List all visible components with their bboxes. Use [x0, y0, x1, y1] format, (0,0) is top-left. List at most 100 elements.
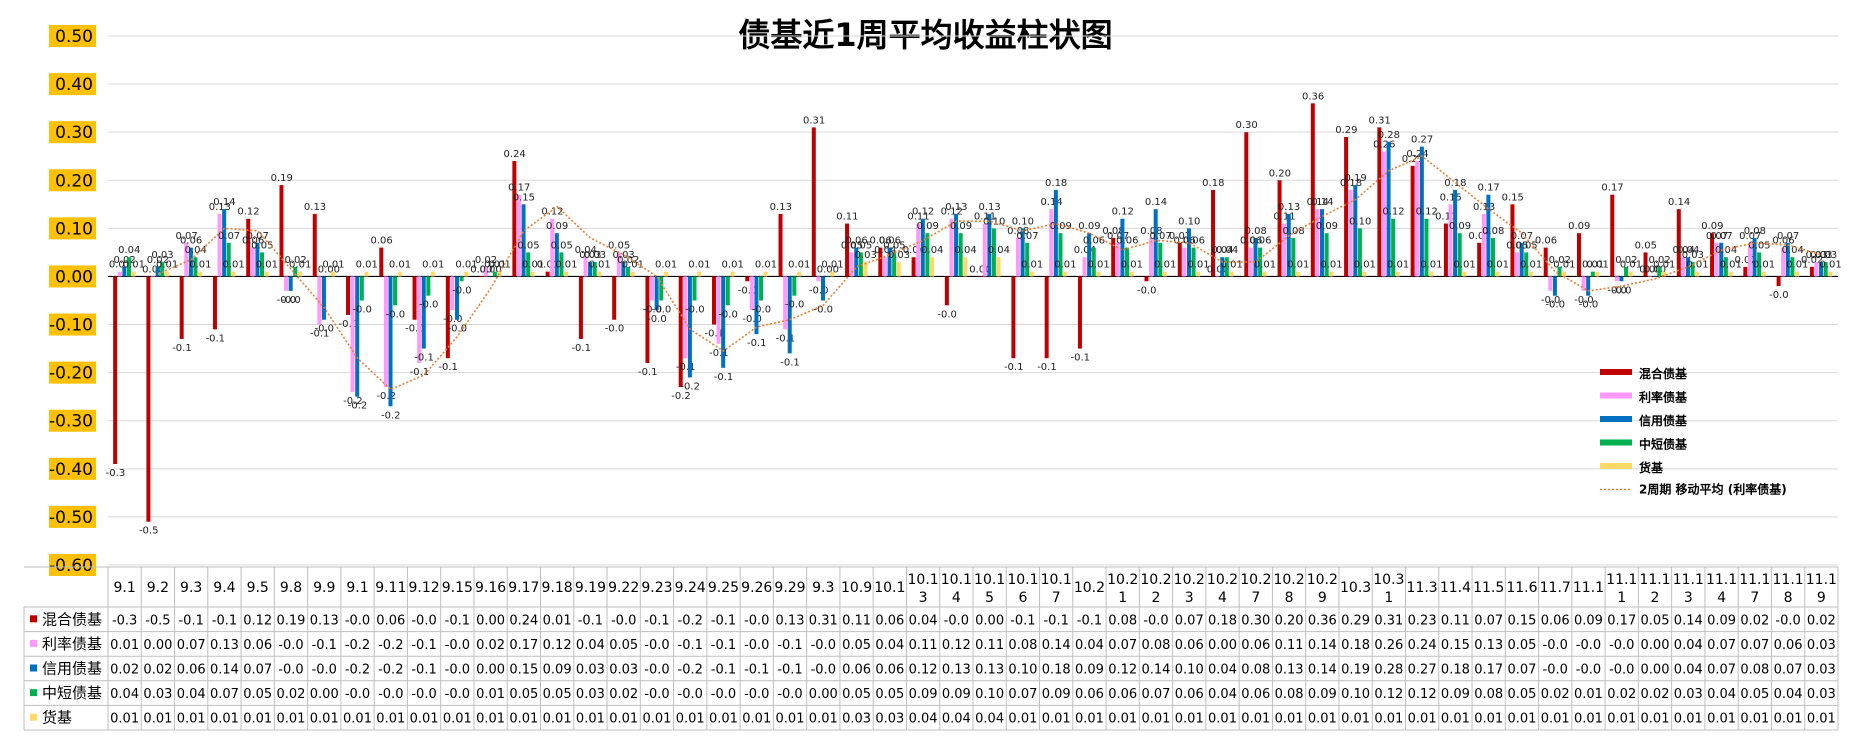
- bar: [1362, 271, 1367, 277]
- table-cell: 0.01: [110, 638, 139, 653]
- data-label: 0.01: [322, 260, 344, 271]
- table-cell: 0.03: [1674, 687, 1703, 702]
- data-label: 0.01: [1187, 260, 1209, 271]
- bar: [459, 276, 464, 282]
- bar: [987, 213, 992, 277]
- table-category: 2: [1651, 590, 1660, 606]
- table-cell: 0.09: [909, 687, 938, 702]
- data-label: 0.02: [147, 255, 169, 266]
- bar: [545, 271, 550, 277]
- data-label: 0.08: [1283, 226, 1305, 237]
- bar: [1125, 247, 1130, 277]
- table-cell: 0.24: [1408, 638, 1437, 653]
- table-cell: -0.0: [744, 687, 769, 702]
- data-label: 0.05: [850, 240, 872, 251]
- ytick-label: -0.10: [49, 316, 93, 336]
- table-cell: 0.03: [1807, 663, 1836, 678]
- data-label: 0.01: [1582, 260, 1604, 271]
- data-label: 0.05: [841, 240, 863, 251]
- data-label: 0.11: [907, 212, 929, 223]
- data-label: 0.09: [1568, 221, 1590, 232]
- data-label: -0.1: [310, 329, 330, 340]
- data-label: -0.1: [709, 348, 729, 359]
- table-cell: 0.27: [1408, 663, 1437, 678]
- table-cell: 0.06: [1075, 687, 1104, 702]
- bar: [122, 266, 127, 277]
- data-label: 0.13: [1473, 202, 1495, 213]
- data-label: -0.0: [352, 305, 372, 316]
- bar: [1295, 271, 1300, 277]
- data-label: 0.06: [1083, 236, 1105, 247]
- bar: [1595, 271, 1600, 277]
- table-cell: 0.03: [1807, 638, 1836, 653]
- bar: [1011, 276, 1016, 359]
- table-cell: -0.1: [744, 663, 769, 678]
- bar: [1457, 233, 1462, 277]
- table-legend-key: [30, 639, 37, 647]
- table-cell: 0.01: [1108, 712, 1137, 727]
- table-cell: -0.0: [1543, 638, 1568, 653]
- bar: [1111, 237, 1116, 277]
- table-category: 10.2: [1107, 572, 1138, 588]
- bar: [687, 276, 692, 378]
- bar: [963, 257, 968, 277]
- data-label: 0.00: [318, 264, 340, 275]
- table-row-label: 中短债基: [42, 684, 102, 702]
- table-cell: 0.01: [476, 712, 505, 727]
- table-category: 8: [1784, 590, 1793, 606]
- data-label: 0.10: [1012, 216, 1034, 227]
- table-cell: -0.2: [378, 663, 403, 678]
- data-label: 0.01: [1287, 260, 1309, 271]
- table-cell: 0.18: [1042, 663, 1071, 678]
- data-label: 0.01: [109, 260, 131, 271]
- table-cell: 0.01: [1474, 712, 1503, 727]
- bar: [1515, 252, 1520, 277]
- data-label: 0.04: [185, 245, 207, 256]
- table-cell: 0.06: [1241, 687, 1270, 702]
- table-category: 9.24: [675, 580, 706, 596]
- data-label: 0.10: [983, 216, 1005, 227]
- table-cell: -0.1: [711, 613, 736, 628]
- table-cell: 0.14: [1042, 638, 1071, 653]
- bar: [1196, 271, 1201, 277]
- table-cell: -0.2: [345, 663, 370, 678]
- table-cell: 0.02: [1807, 613, 1836, 628]
- table-category: 11.1: [1639, 572, 1670, 588]
- data-label: 0.12: [912, 207, 934, 218]
- table-cell: -0.1: [178, 613, 203, 628]
- table-cell: -0.0: [811, 663, 836, 678]
- bar: [1562, 271, 1567, 277]
- table-category: 9.2: [147, 580, 169, 596]
- legend-swatch: [1600, 463, 1632, 469]
- data-label: 0.05: [517, 240, 539, 251]
- table-cell: 0.13: [1474, 638, 1503, 653]
- bar: [1029, 271, 1034, 277]
- table-category: 7: [1052, 590, 1061, 606]
- bar: [659, 276, 664, 301]
- bar: [1315, 209, 1320, 277]
- table-cell: 0.04: [875, 638, 904, 653]
- data-label: 0.18: [1202, 178, 1224, 189]
- table-cell: 0.13: [310, 613, 339, 628]
- data-label: 0.09: [950, 221, 972, 232]
- bar: [264, 271, 269, 277]
- ytick-highlight: [49, 505, 96, 528]
- bar: [1528, 271, 1533, 277]
- bar: [1462, 271, 1467, 277]
- table-cell: 0.01: [1374, 712, 1403, 727]
- bar: [849, 252, 854, 277]
- legend-swatch: [1600, 369, 1632, 375]
- data-label: -0.1: [776, 333, 796, 344]
- table-cell: 0.01: [1042, 712, 1071, 727]
- data-label: 0.01: [1553, 260, 1575, 271]
- data-label: -0.0: [1137, 285, 1157, 296]
- data-label: -0.0: [937, 309, 957, 320]
- table-cell: 0.01: [277, 712, 306, 727]
- table-cell: 0.12: [1374, 687, 1403, 702]
- table-category: 10.1: [874, 580, 905, 596]
- data-label: 0.01: [555, 260, 577, 271]
- table-cell: 0.10: [975, 687, 1004, 702]
- bar: [796, 271, 801, 277]
- bar: [1162, 271, 1167, 277]
- bar: [1814, 262, 1819, 277]
